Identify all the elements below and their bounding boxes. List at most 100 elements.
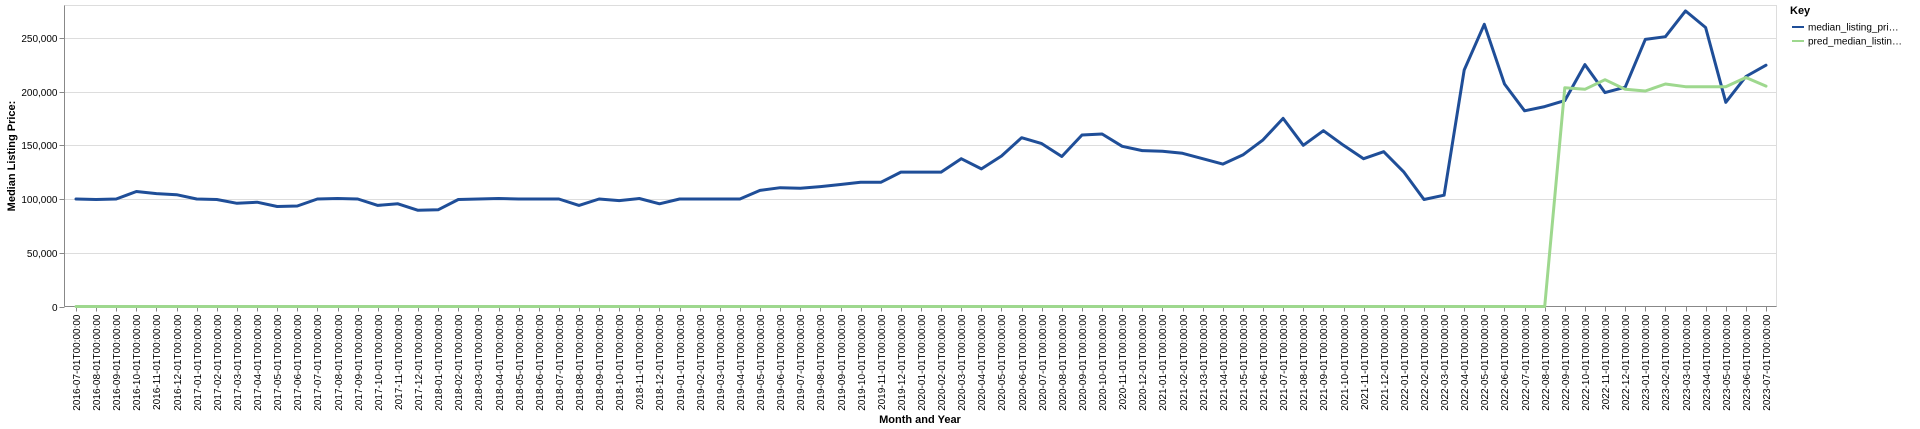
x-tick-label: 2021-07-01T00:00:00	[1279, 314, 1290, 411]
x-tick-label: 2017-01-01T00:00:00	[193, 314, 204, 411]
x-tick-label: 2021-08-01T00:00:00	[1299, 314, 1310, 411]
x-tick-label: 2020-02-01T00:00:00	[937, 314, 948, 411]
x-tick-label: 2021-05-01T00:00:00	[1239, 314, 1250, 411]
x-tick-label: 2023-03-01T00:00:00	[1682, 314, 1693, 411]
y-tick-label: 50,000	[27, 249, 58, 260]
x-tick-label: 2017-10-01T00:00:00	[374, 314, 385, 411]
y-tick-label: 200,000	[21, 88, 58, 99]
x-tick-label: 2016-07-01T00:00:00	[72, 314, 83, 411]
x-tick-label: 2022-02-01T00:00:00	[1420, 314, 1431, 411]
x-tick-label: 2022-12-01T00:00:00	[1621, 314, 1632, 411]
x-tick-label: 2018-07-01T00:00:00	[555, 314, 566, 411]
x-tick-label: 2020-11-01T00:00:00	[1118, 314, 1129, 410]
x-tick-label: 2019-04-01T00:00:00	[736, 314, 747, 411]
legend-label: pred_median_listin…	[1808, 37, 1902, 48]
x-tick-label: 2017-04-01T00:00:00	[253, 314, 264, 411]
x-tick-label: 2022-09-01T00:00:00	[1561, 314, 1572, 411]
x-tick-label: 2021-10-01T00:00:00	[1340, 314, 1351, 411]
x-tick-label: 2019-12-01T00:00:00	[897, 314, 908, 411]
y-tick-label: 150,000	[21, 141, 58, 152]
x-tick-label: 2019-09-01T00:00:00	[837, 314, 848, 411]
x-tick-label: 2020-04-01T00:00:00	[977, 314, 988, 411]
x-tick-label: 2022-06-01T00:00:00	[1500, 314, 1511, 411]
x-tick-label: 2019-10-01T00:00:00	[857, 314, 868, 411]
x-tick-label: 2021-02-01T00:00:00	[1179, 314, 1190, 411]
x-tick-label: 2020-10-01T00:00:00	[1098, 314, 1109, 411]
x-tick-label: 2019-03-01T00:00:00	[716, 314, 727, 411]
x-tick-label: 2020-05-01T00:00:00	[997, 314, 1008, 411]
y-tick-label: 250,000	[21, 34, 58, 45]
series-line-1	[74, 9, 1768, 212]
x-tick-label: 2020-06-01T00:00:00	[1018, 314, 1029, 411]
x-tick-label: 2016-09-01T00:00:00	[112, 314, 123, 411]
x-tick-label: 2022-10-01T00:00:00	[1581, 314, 1592, 411]
x-tick-label: 2023-02-01T00:00:00	[1661, 314, 1672, 411]
x-tick-label: 2019-11-01T00:00:00	[877, 314, 888, 410]
x-tick-label: 2022-11-01T00:00:00	[1601, 314, 1612, 410]
legend-items: median_listing_pri… pred_median_listin…	[1792, 23, 1902, 48]
x-tick-label: 2017-07-01T00:00:00	[313, 314, 324, 411]
x-tick-label: 2021-03-01T00:00:00	[1199, 314, 1210, 411]
y-tick-label: 0	[52, 303, 58, 314]
x-tick-label: 2022-01-01T00:00:00	[1400, 314, 1411, 411]
x-tick-label: 2018-08-01T00:00:00	[575, 314, 586, 411]
legend-label: median_listing_pri…	[1808, 23, 1899, 34]
x-tick-label: 2021-09-01T00:00:00	[1319, 314, 1330, 411]
x-tick-label: 2022-04-01T00:00:00	[1460, 314, 1471, 411]
x-tick-label: 2017-02-01T00:00:00	[213, 314, 224, 411]
x-tick-label: 2020-07-01T00:00:00	[1038, 314, 1049, 411]
x-tick-label: 2016-10-01T00:00:00	[132, 314, 143, 411]
x-tick-label: 2020-09-01T00:00:00	[1078, 314, 1089, 411]
x-tick-label: 2020-03-01T00:00:00	[957, 314, 968, 411]
x-tick-label: 2021-12-01T00:00:00	[1380, 314, 1391, 411]
x-tick-label: 2022-08-01T00:00:00	[1541, 314, 1552, 411]
x-tick-label: 2016-12-01T00:00:00	[173, 314, 184, 411]
x-tick-label: 2020-12-01T00:00:00	[1138, 314, 1149, 411]
y-axis: 0 50,000 100,000 150,000 200,000 250,000	[21, 5, 65, 314]
x-tick-label: 2019-02-01T00:00:00	[696, 314, 707, 411]
x-tick-label: 2018-06-01T00:00:00	[535, 314, 546, 411]
x-tick-label: 2019-07-01T00:00:00	[796, 314, 807, 411]
x-tick-label: 2018-05-01T00:00:00	[515, 314, 526, 411]
x-tick-label: 2017-06-01T00:00:00	[293, 314, 304, 411]
legend-title: Key	[1790, 5, 1811, 17]
x-tick-label: 2017-12-01T00:00:00	[414, 314, 425, 411]
x-tick-label: 2023-05-01T00:00:00	[1722, 314, 1733, 411]
x-tick-label: 2017-03-01T00:00:00	[233, 314, 244, 411]
x-tick-label: 2019-05-01T00:00:00	[756, 314, 767, 411]
x-tick-label: 2019-01-01T00:00:00	[676, 314, 687, 411]
x-tick-label: 2019-06-01T00:00:00	[776, 314, 787, 411]
x-tick-label: 2023-06-01T00:00:00	[1742, 314, 1753, 411]
x-tick-label: 2019-08-01T00:00:00	[816, 314, 827, 411]
series-line-2	[74, 76, 1768, 308]
legend: Key median_listing_pri… pred_median_listi…	[1790, 5, 1902, 48]
x-tick-label: 2017-11-01T00:00:00	[394, 314, 405, 410]
x-tick-label: 2018-11-01T00:00:00	[635, 314, 646, 410]
x-tick-label: 2022-03-01T00:00:00	[1440, 314, 1451, 411]
x-tick-label: 2021-04-01T00:00:00	[1219, 314, 1230, 411]
x-tick-label: 2017-09-01T00:00:00	[354, 314, 365, 411]
x-axis: 2016-07-01T00:00:00 2016-08-01T00:00:00 20…	[64, 306, 1777, 411]
x-tick-label: 2017-08-01T00:00:00	[334, 314, 345, 411]
x-tick-label: 2022-07-01T00:00:00	[1521, 314, 1532, 411]
series-lines	[74, 9, 1768, 308]
x-tick-label: 2018-04-01T00:00:00	[495, 314, 506, 411]
x-tick-label: 2021-11-01T00:00:00	[1360, 314, 1371, 410]
x-tick-label: 2018-01-01T00:00:00	[434, 314, 445, 411]
x-tick-label: 2018-12-01T00:00:00	[655, 314, 666, 411]
x-tick-label: 2016-08-01T00:00:00	[92, 314, 103, 411]
x-tick-label: 2023-01-01T00:00:00	[1641, 314, 1652, 411]
x-tick-label: 2021-06-01T00:00:00	[1259, 314, 1270, 411]
x-tick-label: 2018-09-01T00:00:00	[595, 314, 606, 411]
x-tick-label: 2020-08-01T00:00:00	[1058, 314, 1069, 411]
x-tick-label: 2020-01-01T00:00:00	[917, 314, 928, 411]
x-tick-label: 2021-01-01T00:00:00	[1158, 314, 1169, 411]
x-tick-label: 2018-10-01T00:00:00	[615, 314, 626, 411]
y-tick-label: 100,000	[21, 195, 58, 206]
x-axis-title: Month and Year	[879, 414, 961, 426]
x-tick-label: 2017-05-01T00:00:00	[273, 314, 284, 411]
x-tick-label: 2022-05-01T00:00:00	[1480, 314, 1491, 411]
x-tick-label: 2016-11-01T00:00:00	[152, 314, 163, 410]
